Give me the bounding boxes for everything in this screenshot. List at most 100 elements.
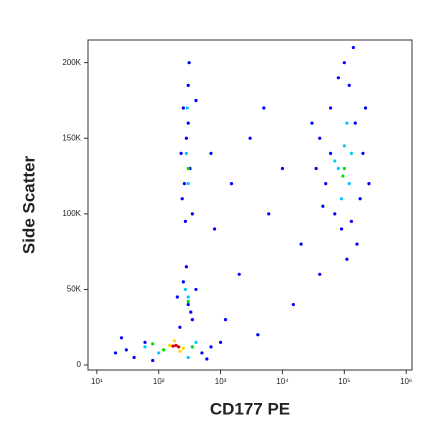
data-point [342,61,346,65]
data-point [119,336,124,340]
data-point [339,197,344,201]
data-point [329,106,333,110]
data-point [349,151,353,155]
data-point [324,182,328,186]
data-point [349,219,353,224]
data-point [361,151,365,155]
data-point [186,83,190,87]
data-point [209,151,213,155]
data-point [299,242,303,246]
data-point [218,340,223,344]
data-point [184,151,188,155]
x-tick-label: 10² [153,377,165,386]
data-point [345,257,349,261]
data-point [318,272,322,276]
data-point [186,355,190,360]
data-point [143,345,147,349]
data-point [194,287,198,292]
x-tick-label: 10⁵ [338,377,350,386]
data-point [205,357,209,361]
data-point [314,166,318,171]
data-point [280,166,285,171]
data-point [143,340,147,344]
data-point [181,280,185,284]
data-point [186,302,190,307]
data-point [124,348,128,352]
data-point [190,318,194,322]
y-tick-label: 0 [77,360,82,369]
data-point [333,212,337,216]
data-point [132,355,136,360]
data-point [185,106,189,110]
data-point [342,144,346,148]
data-point [181,346,185,350]
data-point [353,121,357,125]
data-point [200,351,204,355]
x-tick-label: 10³ [215,377,227,386]
data-point [190,345,194,349]
data-point [186,299,190,304]
x-axis-title: CD177 PE [210,399,290,418]
data-point [186,121,190,125]
data-point [248,136,252,140]
data-point [223,318,228,322]
data-point [179,151,183,155]
data-point [333,159,337,163]
data-point [172,339,177,343]
data-point [310,121,314,125]
data-point [339,227,344,231]
x-tick-label: 10⁴ [276,377,289,386]
data-point [321,204,325,208]
data-point [347,83,351,87]
data-point [342,166,346,171]
data-point [367,182,371,186]
data-point [186,182,190,186]
data-point [291,302,295,307]
data-point [180,197,184,201]
plot-frame [87,39,413,371]
data-point [182,182,186,186]
data-point [184,265,188,269]
data-point [229,182,234,186]
data-point [190,212,194,216]
data-point [157,351,161,355]
data-point [329,151,333,155]
data-point [347,182,351,186]
data-point [183,287,187,292]
y-tick-label: 200K [62,58,81,67]
data-point [177,345,181,349]
data-point [178,325,182,329]
data-point [187,61,191,65]
data-point [318,136,322,140]
data-point [184,136,188,140]
data-point [151,342,155,346]
data-point [181,106,185,110]
data-point [212,227,217,231]
data-point [186,166,190,171]
data-point [355,242,359,246]
data-point [209,345,213,349]
data-point [151,358,155,363]
data-point [168,343,172,347]
y-tick-label: 150K [62,133,81,142]
data-point [171,344,175,348]
data-point [175,295,179,299]
data-point [262,106,266,110]
data-point [336,166,340,171]
data-point [267,212,271,216]
data-point [351,45,355,50]
data-point [256,333,260,337]
data-point [178,349,182,354]
data-point [336,76,340,80]
y-tick-label: 50K [67,285,82,294]
y-axis-title: Side Scatter [19,155,38,254]
data-point [194,340,198,344]
data-point [174,343,178,347]
x-tick-label: 10¹ [91,377,103,386]
data-point [358,197,362,201]
data-point [194,98,198,103]
data-point [189,310,193,314]
x-tick-label: 10⁶ [400,377,412,386]
data-point [183,219,187,224]
